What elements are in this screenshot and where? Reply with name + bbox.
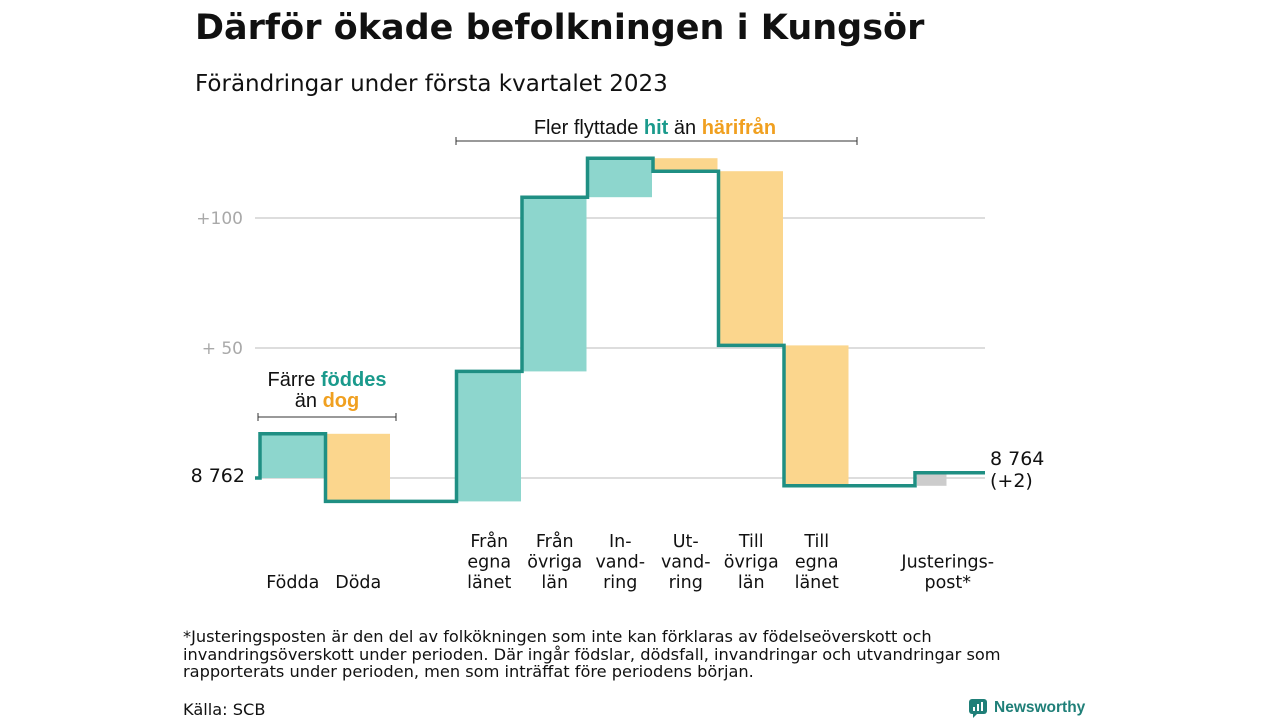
bar	[523, 197, 587, 372]
category-label: Till	[803, 532, 829, 552]
source-note: Källa: SCB	[183, 700, 266, 719]
annotation-migration: Fler flyttade hit än härifrån	[534, 116, 776, 139]
bar	[261, 433, 325, 478]
category-label: Döda	[335, 573, 381, 593]
category-label: län	[738, 573, 765, 593]
bar	[326, 433, 390, 502]
category-label: post*	[924, 573, 971, 593]
category-label: vand-	[661, 553, 711, 573]
newsworthy-logo-icon	[969, 699, 987, 718]
step-line	[255, 156, 985, 504]
category-label: länet	[467, 573, 511, 593]
y-tick-label: +100	[196, 209, 243, 229]
category-label: övriga	[527, 553, 582, 573]
bar	[917, 472, 947, 486]
category-label: Justerings-	[900, 553, 994, 573]
annotation-births-deaths: Färre föddes	[268, 369, 387, 391]
category-label: Från	[536, 531, 574, 552]
bar	[785, 345, 849, 486]
bar	[719, 171, 783, 346]
category-label: ring	[603, 573, 637, 593]
brand-logo: Newsworthy	[968, 697, 1085, 719]
category-label: ring	[669, 573, 703, 593]
category-label: Från	[470, 531, 508, 552]
start-value-label: 8 762	[191, 465, 245, 487]
bar	[457, 371, 521, 502]
category-label: Till	[738, 532, 764, 552]
category-label: egna	[795, 553, 839, 573]
y-tick-label: + 50	[202, 339, 243, 359]
end-value-label: 8 764	[990, 448, 1044, 470]
category-label: egna	[467, 553, 511, 573]
category-label: Ut-	[673, 532, 699, 552]
brand-name: Newsworthy	[994, 699, 1086, 716]
category-label: vand-	[595, 553, 645, 573]
category-label: Födda	[266, 573, 319, 593]
category-label: övriga	[724, 553, 779, 573]
category-label: In-	[609, 532, 632, 552]
end-change-label: (+2)	[990, 470, 1033, 492]
chart-title: Därför ökade befolkningen i Kungsör	[195, 8, 925, 48]
bar	[654, 158, 718, 172]
footnote: *Justeringsposten är den del av folkökni…	[183, 627, 1001, 681]
chart-subtitle: Förändringar under första kvartalet 2023	[195, 71, 668, 97]
annotation-births-deaths: än dog	[295, 390, 359, 412]
bar	[588, 158, 652, 198]
category-label: länet	[795, 573, 839, 593]
category-label: län	[541, 573, 568, 593]
